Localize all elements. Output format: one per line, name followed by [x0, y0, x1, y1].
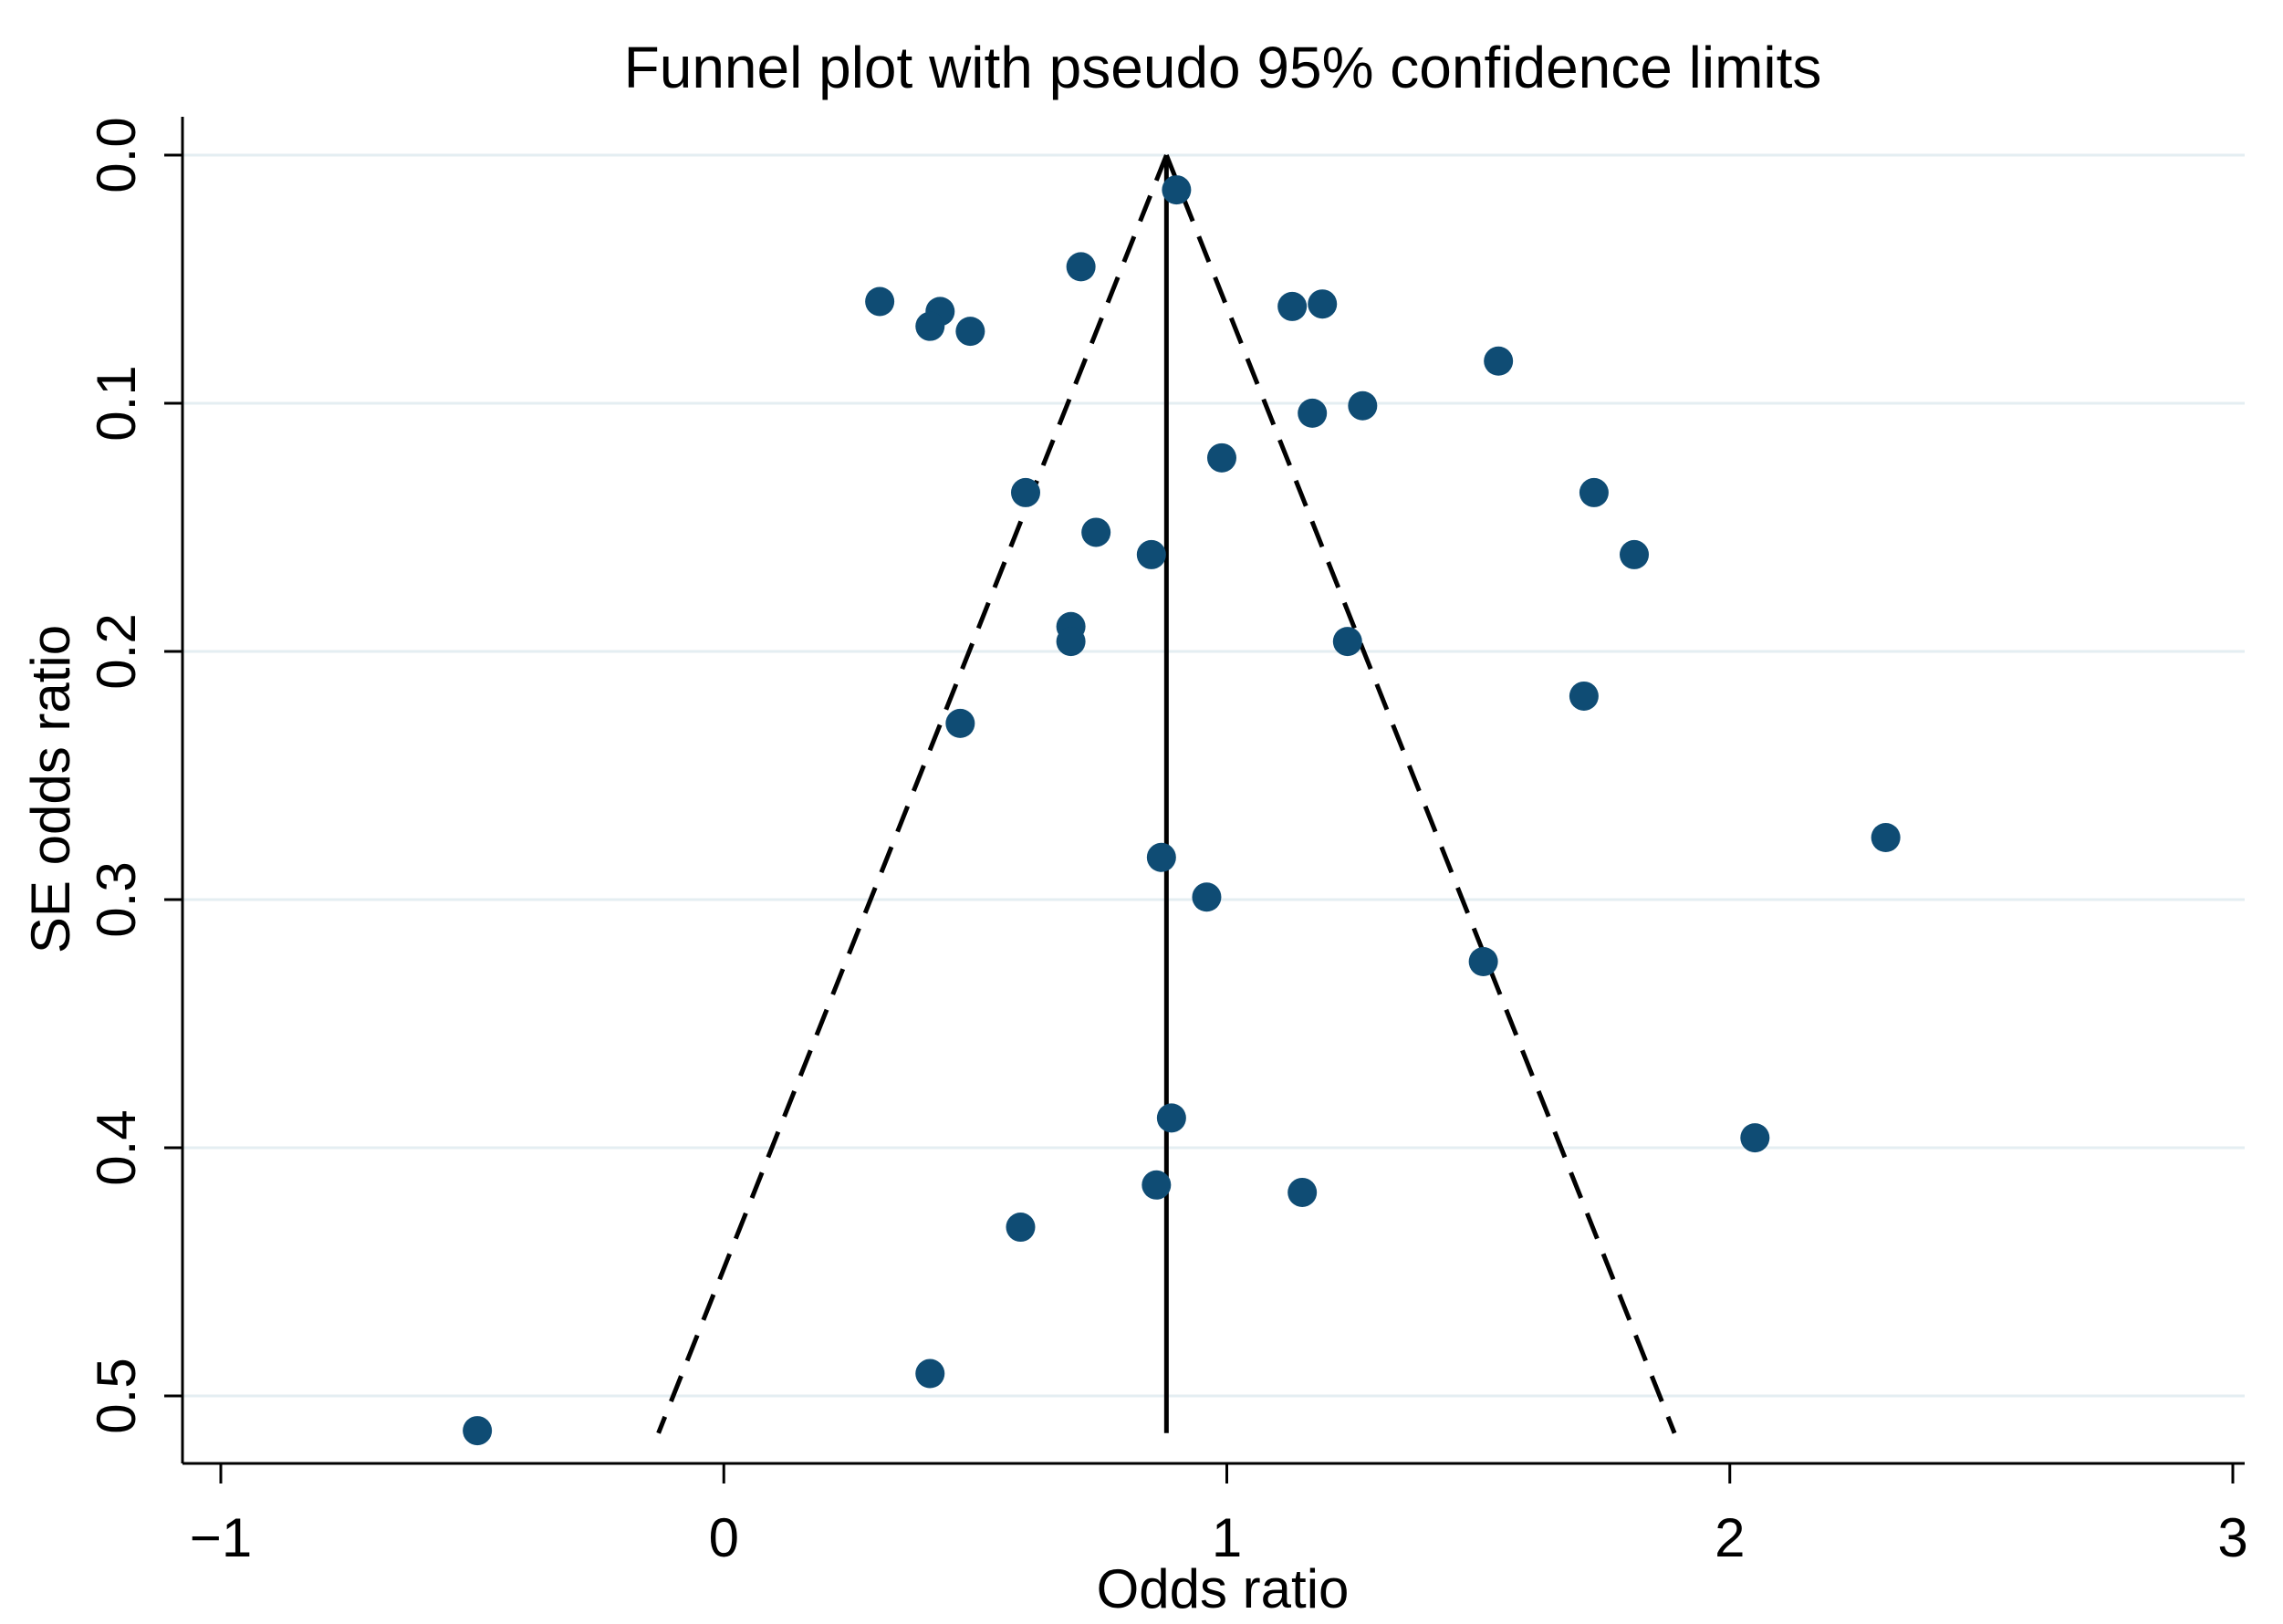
axes	[181, 117, 2245, 1465]
y-tick-label: 0.1	[86, 365, 147, 441]
data-points	[463, 175, 1901, 1446]
data-point-24	[1192, 882, 1222, 912]
data-point-20	[1569, 681, 1599, 711]
data-point-8	[1484, 346, 1514, 376]
data-point-1	[1066, 252, 1096, 282]
data-point-27	[1740, 1123, 1770, 1153]
data-point-12	[1011, 477, 1040, 507]
data-point-7	[1308, 289, 1338, 319]
data-point-19	[1332, 627, 1362, 657]
data-point-29	[1287, 1177, 1318, 1207]
data-point-21	[945, 708, 975, 738]
data-point-0	[1162, 175, 1192, 205]
data-point-32	[463, 1416, 493, 1446]
data-point-31	[915, 1359, 945, 1389]
x-tick-label: 2	[1715, 1507, 1745, 1568]
data-point-2	[865, 286, 895, 317]
y-tick-label: 0.0	[86, 117, 147, 193]
y-tick-label: 0.4	[86, 1109, 147, 1185]
gridlines	[182, 153, 2245, 1398]
ci-line-upper	[1164, 154, 1677, 1434]
y-axis-label: SE odds ratio	[20, 625, 81, 953]
data-point-18	[1056, 627, 1086, 657]
data-point-6	[1277, 291, 1308, 321]
x-axis-label: Odds ratio	[1097, 1558, 1350, 1619]
data-point-9	[1298, 398, 1328, 428]
data-point-14	[1081, 517, 1111, 547]
y-tick-label: 0.2	[86, 613, 147, 689]
data-point-23	[1146, 842, 1176, 872]
x-tick-label: 3	[2217, 1507, 2247, 1568]
data-point-30	[1006, 1213, 1036, 1243]
y-tick-label: 0.5	[86, 1358, 147, 1433]
data-point-15	[1136, 539, 1166, 569]
x-tick-label: 0	[709, 1507, 739, 1568]
data-point-10	[1348, 390, 1378, 421]
data-point-16	[1620, 539, 1650, 569]
x-tick-label: 1	[1212, 1507, 1242, 1568]
data-point-28	[1142, 1170, 1172, 1200]
x-tick-label: −1	[190, 1507, 252, 1568]
y-tick-label: 0.3	[86, 861, 147, 937]
data-point-13	[1579, 477, 1609, 507]
ci-line-lower	[656, 154, 1169, 1434]
data-point-26	[1156, 1103, 1186, 1133]
data-point-22	[1871, 823, 1901, 852]
data-point-4	[915, 311, 945, 341]
data-point-11	[1206, 442, 1236, 473]
pseudo-ci-lines	[656, 154, 1677, 1434]
data-point-5	[955, 317, 985, 347]
ticks: 0.0 0.1 0.2 0.3 0.4 0.5 −1 0 1 2 3	[86, 117, 2248, 1568]
chart-title: Funnel plot with pseudo 95% confidence l…	[624, 35, 1822, 100]
data-point-25	[1468, 947, 1498, 976]
